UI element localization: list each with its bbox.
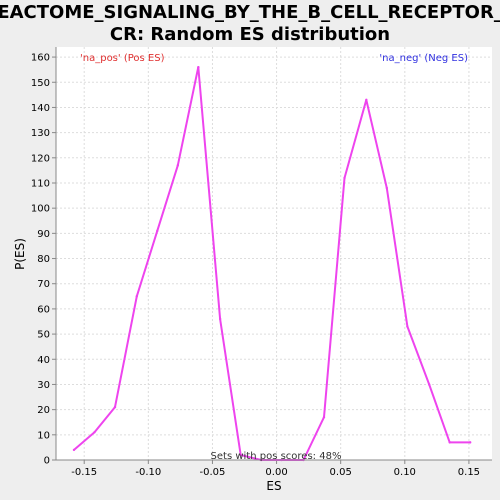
data-point xyxy=(469,441,472,444)
data-point xyxy=(448,441,451,444)
y-tick-label: 120 xyxy=(31,153,50,164)
y-tick-label: 130 xyxy=(31,128,50,139)
data-point xyxy=(322,415,326,419)
y-tick-label: 40 xyxy=(37,355,50,366)
plot-area xyxy=(56,47,492,460)
data-point xyxy=(385,186,389,190)
x-tick-label: 0.10 xyxy=(394,467,416,478)
data-point xyxy=(218,317,222,321)
x-axis-label: ES xyxy=(266,479,281,493)
data-point xyxy=(427,383,431,386)
y-tick-label: 150 xyxy=(31,78,50,89)
legend-entry-pos: 'na_pos' (Pos ES) xyxy=(80,53,165,64)
y-tick-label: 10 xyxy=(37,430,50,441)
x-tick-label: 0.05 xyxy=(330,467,352,478)
y-tick-label: 50 xyxy=(37,330,50,341)
data-point xyxy=(406,325,409,328)
data-point xyxy=(239,453,242,457)
data-point xyxy=(156,229,159,233)
y-tick-label: 140 xyxy=(31,103,50,114)
chart-title-line-2: CR: Random ES distribution xyxy=(110,24,390,45)
data-point xyxy=(93,431,96,434)
y-tick-label: 80 xyxy=(37,254,50,265)
grid xyxy=(56,47,492,461)
legend-entry-neg: 'na_neg' (Neg ES) xyxy=(379,53,468,64)
y-tick-label: 30 xyxy=(37,380,50,391)
x-tick-label: -0.10 xyxy=(135,467,161,478)
y-tick-label: 160 xyxy=(31,53,50,64)
data-point xyxy=(343,176,346,180)
data-point xyxy=(176,164,180,167)
data-point xyxy=(113,405,117,409)
y-tick-label: 90 xyxy=(37,229,50,240)
y-tick-label: 0 xyxy=(44,456,50,467)
y-tick-label: 110 xyxy=(31,178,50,189)
x-tick-label: 0.00 xyxy=(265,467,287,478)
y-axis-label: P(ES) xyxy=(13,238,27,270)
x-axis-ticks: -0.15 -0.10 -0.05 0.00 0.05 0.10 0.15 xyxy=(71,460,480,478)
data-point xyxy=(72,448,76,452)
chart-title-line-1: REACTOME_SIGNALING_BY_THE_B_CELL_RECEPTO… xyxy=(0,2,500,23)
y-tick-label: 20 xyxy=(37,405,50,416)
data-point xyxy=(197,65,200,69)
x-tick-label: -0.05 xyxy=(200,467,226,478)
data-point xyxy=(365,98,368,102)
x-tick-label: -0.15 xyxy=(71,467,97,478)
y-tick-label: 70 xyxy=(37,279,50,290)
y-axis-ticks: 0 10 20 30 40 50 60 70 80 90 100 110 120 130 140 150 160 xyxy=(31,53,56,467)
y-tick-label: 100 xyxy=(31,204,50,215)
data-point xyxy=(135,295,138,298)
x-tick-label: 0.15 xyxy=(458,467,480,478)
y-tick-label: 60 xyxy=(37,304,50,315)
pos-scores-annotation: Sets with pos scores: 48% xyxy=(211,451,342,462)
